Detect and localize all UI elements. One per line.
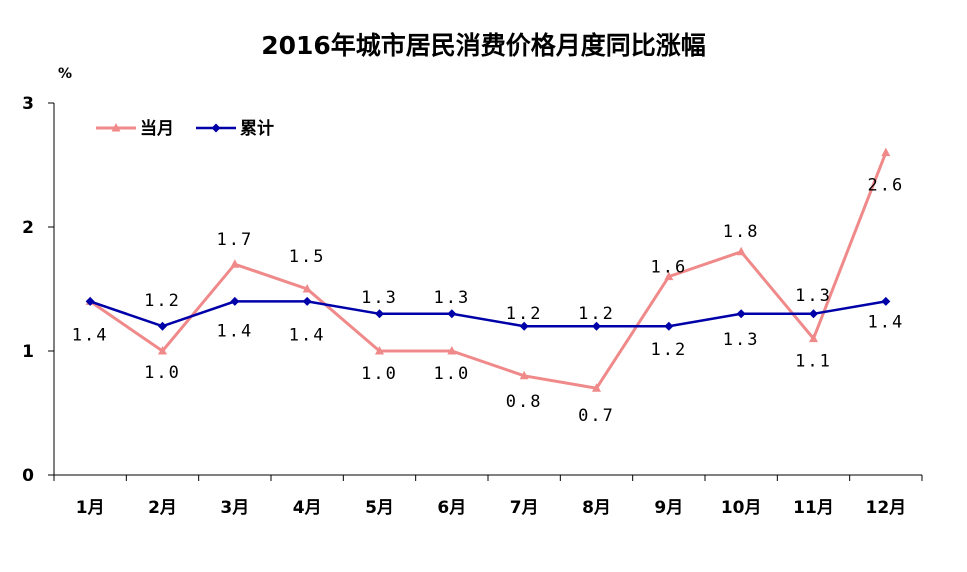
data-point-triangle xyxy=(230,259,240,268)
data-label: 1.4 xyxy=(72,325,109,345)
series-line xyxy=(89,300,887,328)
data-point-triangle xyxy=(158,346,167,355)
y-tick-label: 3 xyxy=(22,94,34,114)
series-cumulative xyxy=(85,296,891,331)
data-point-diamond xyxy=(375,309,384,319)
data-point-diamond xyxy=(211,123,221,133)
data-label: 1.3 xyxy=(795,286,832,306)
data-point-triangle xyxy=(664,271,674,281)
y-tick-label: 1 xyxy=(22,342,34,362)
legend-item: 当月 xyxy=(96,118,174,139)
y-tick-label: 2 xyxy=(22,218,34,238)
data-point-diamond xyxy=(592,321,601,331)
x-tick-label: 8月 xyxy=(582,498,611,518)
x-tick-label: 4月 xyxy=(293,498,322,518)
data-point-triangle xyxy=(592,383,601,392)
legend-item: 累计 xyxy=(196,118,274,139)
x-tick-label: 9月 xyxy=(654,498,683,518)
data-point-triangle xyxy=(375,346,384,355)
data-point-diamond xyxy=(447,309,457,319)
data-label: 0.7 xyxy=(578,406,615,426)
data-label: 1.7 xyxy=(216,230,253,250)
legend-label: 累计 xyxy=(240,118,274,139)
data-point-diamond xyxy=(881,296,891,306)
data-label: 1.1 xyxy=(795,352,832,372)
data-point-diamond xyxy=(664,321,674,331)
data-point-triangle xyxy=(519,370,529,380)
data-point-triangle xyxy=(881,147,891,157)
x-tick-label: 6月 xyxy=(437,498,466,518)
data-point-triangle xyxy=(736,246,746,256)
data-point-diamond xyxy=(158,321,167,331)
data-label: 1.0 xyxy=(433,364,470,384)
data-label: 1.3 xyxy=(723,330,760,350)
data-label: 1.3 xyxy=(433,288,470,308)
y-tick-label: 0 xyxy=(22,466,34,486)
x-tick-label: 3月 xyxy=(220,498,249,518)
axes: 0 1 2 3 1月 2月 3月 4月 5月 6月 7月 8月 9月 10月 11月 12月 xyxy=(22,94,923,518)
data-point-diamond xyxy=(230,296,240,306)
series-monthly xyxy=(85,147,891,392)
data-point-diamond xyxy=(302,296,312,306)
data-label: 1.8 xyxy=(723,222,760,242)
data-point-diamond xyxy=(809,309,818,319)
data-label: 2.6 xyxy=(867,176,904,196)
x-tick-label: 1月 xyxy=(76,498,105,518)
legend-label: 当月 xyxy=(140,118,174,139)
data-label: 1.0 xyxy=(144,363,181,383)
data-label: 1.4 xyxy=(867,312,904,332)
data-label: 1.3 xyxy=(361,288,398,308)
data-point-triangle xyxy=(809,333,818,343)
y-axis-unit: % xyxy=(58,66,72,82)
data-label: 1.4 xyxy=(289,325,326,345)
x-tick-label: 12月 xyxy=(865,498,906,518)
data-label: 1.2 xyxy=(506,304,543,324)
x-tick-label: 11月 xyxy=(793,498,834,518)
data-label: 1.2 xyxy=(650,340,687,360)
data-point-diamond xyxy=(519,321,529,331)
data-label: 0.8 xyxy=(506,392,543,412)
data-point-triangle xyxy=(447,346,457,355)
data-point-diamond xyxy=(736,309,746,319)
data-label: 1.2 xyxy=(578,304,615,324)
data-point-diamond xyxy=(85,296,95,306)
data-point-triangle xyxy=(302,284,312,293)
data-point-triangle xyxy=(111,123,121,132)
x-tick-label: 5月 xyxy=(365,498,394,518)
series-layer xyxy=(85,147,891,392)
x-tick-label: 2月 xyxy=(148,498,177,518)
data-label-layer: 1.4 1.0 1.7 1.5 1.0 1.0 0.8 0.7 1.6 1.8 1.1 2.6 1.2 1… xyxy=(72,176,904,427)
x-tick-label: 7月 xyxy=(510,498,539,518)
data-label: 1.4 xyxy=(216,321,253,341)
data-label: 1.5 xyxy=(289,247,326,267)
x-tick-label: 10月 xyxy=(721,498,762,518)
legend: 当月 累计 xyxy=(96,118,274,139)
data-label: 1.0 xyxy=(361,364,398,384)
data-label: 1.6 xyxy=(650,258,687,278)
data-label: 1.2 xyxy=(144,291,181,311)
chart-title: 2016年城市居民消费价格月度同比涨幅 xyxy=(261,31,706,60)
series-line xyxy=(89,152,888,390)
